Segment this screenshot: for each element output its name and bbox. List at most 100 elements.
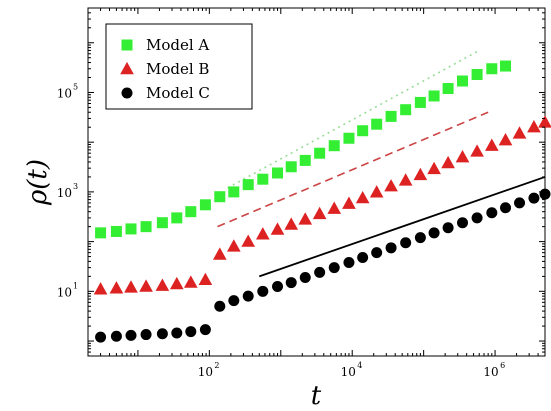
data-point (500, 202, 512, 214)
data-point (357, 251, 369, 263)
x-tick-label: 10 (483, 365, 498, 379)
x-tick-label: 10 (341, 365, 356, 379)
data-point (327, 201, 342, 214)
data-point (255, 227, 270, 240)
y-tick-exponent: 3 (73, 182, 78, 191)
data-point (455, 149, 470, 163)
data-point (155, 278, 170, 291)
data-marks (93, 60, 551, 343)
data-point (500, 60, 512, 72)
data-point (299, 271, 311, 283)
y-axis-label: ρ(t) (23, 159, 53, 206)
data-point (371, 247, 383, 259)
data-point (124, 280, 138, 293)
y-tick-label: 10 (57, 285, 72, 299)
legend-label: Model B (146, 60, 209, 78)
data-point (384, 179, 398, 192)
y-tick-exponent: 5 (73, 82, 78, 91)
x-tick-exponent: 2 (214, 361, 219, 370)
data-point (139, 279, 153, 292)
series-1 (93, 115, 551, 295)
data-point (185, 326, 197, 338)
data-point (398, 173, 413, 186)
data-point (199, 199, 211, 211)
data-point (343, 256, 355, 268)
data-point (298, 212, 313, 225)
guide-lines (217, 49, 546, 278)
series-2 (95, 188, 551, 343)
data-point (109, 281, 124, 294)
data-point (140, 329, 152, 341)
data-point (110, 225, 122, 237)
x-axis-label: t (311, 381, 322, 411)
data-point (285, 161, 297, 173)
legend-marker (121, 87, 133, 99)
data-point (140, 221, 152, 233)
data-point (441, 155, 455, 169)
data-point (242, 179, 254, 191)
legend-marker (120, 61, 134, 75)
data-point (95, 227, 107, 239)
y-tick-exponent: 1 (73, 281, 78, 290)
x-tick-exponent: 6 (500, 361, 505, 370)
y-tick-label: 10 (57, 86, 72, 100)
data-point (414, 232, 426, 244)
data-point (228, 295, 240, 307)
data-point (93, 282, 108, 295)
data-point (512, 126, 527, 139)
data-point (272, 281, 284, 293)
data-point (257, 285, 269, 297)
data-point (171, 212, 183, 224)
data-point (357, 125, 369, 137)
legend-label: Model A (146, 36, 209, 54)
data-point (257, 173, 269, 185)
x-tick-label: 10 (198, 365, 213, 379)
guide-line-solid (258, 176, 546, 278)
data-point (385, 242, 397, 254)
data-point (514, 197, 526, 209)
data-point (427, 161, 441, 175)
data-point (471, 212, 483, 224)
data-point (241, 234, 256, 247)
data-point (270, 222, 285, 235)
data-point (214, 191, 226, 203)
legend: Model A Model B Model C (105, 23, 253, 110)
data-point (299, 154, 311, 166)
data-point (486, 63, 498, 75)
data-point (400, 104, 412, 116)
data-point (125, 329, 137, 341)
data-point (413, 167, 428, 181)
data-point (212, 247, 227, 260)
y-tick-label: 10 (57, 186, 72, 200)
data-point (312, 206, 327, 220)
data-point (198, 272, 213, 286)
data-point (328, 262, 340, 274)
x-tick-exponent: 4 (357, 361, 362, 370)
series-0 (95, 60, 512, 239)
data-point (457, 75, 469, 87)
data-point (428, 227, 440, 239)
data-point (185, 206, 197, 218)
data-point (314, 266, 326, 278)
data-point (484, 138, 499, 151)
data-point (355, 190, 370, 204)
data-point (369, 185, 384, 198)
data-point (428, 90, 440, 102)
data-point (538, 115, 551, 128)
guide-line-dashed (217, 111, 489, 228)
data-point (442, 83, 454, 95)
data-point (199, 324, 211, 336)
data-point (95, 331, 107, 343)
data-point (169, 276, 184, 290)
data-point (457, 217, 469, 229)
data-point (214, 300, 226, 312)
data-point (414, 96, 426, 108)
data-point (156, 217, 168, 229)
data-point (442, 222, 454, 234)
data-point (528, 192, 540, 204)
data-point (228, 186, 240, 198)
data-point (342, 196, 356, 209)
data-point (284, 217, 299, 230)
legend-marker (121, 39, 133, 51)
data-point (498, 132, 513, 146)
